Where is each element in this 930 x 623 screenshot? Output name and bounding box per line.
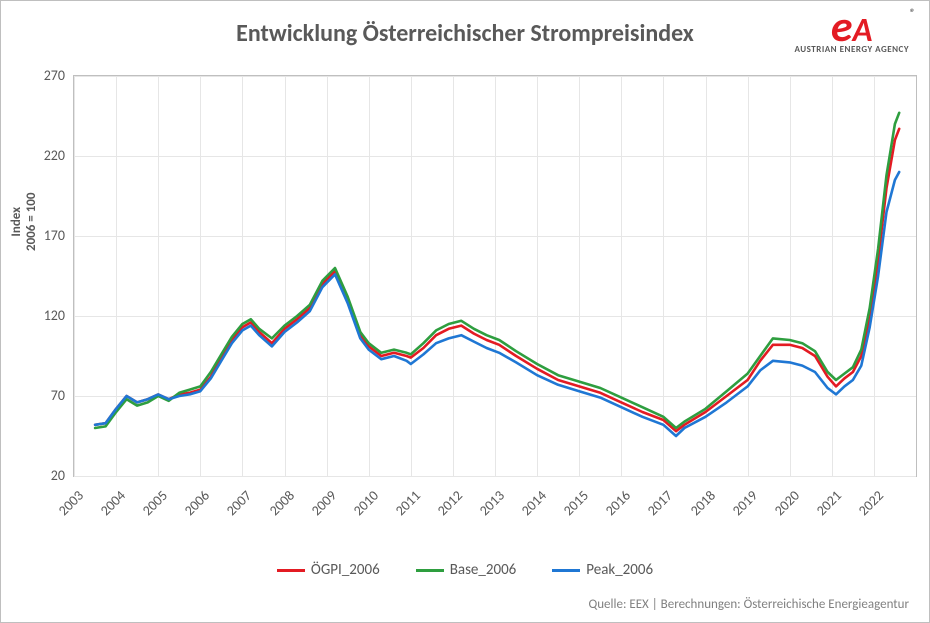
ytick-label: 70 — [25, 387, 65, 404]
plot-area — [73, 75, 917, 477]
xtick-label: 2005 — [131, 487, 171, 527]
series-line — [95, 129, 899, 431]
xtick-label: 2013 — [468, 487, 508, 527]
legend-item: Base_2006 — [416, 561, 517, 579]
ytick-label: 120 — [25, 307, 65, 324]
legend-label: Peak_2006 — [586, 561, 653, 579]
xtick-label: 2017 — [636, 487, 676, 527]
series-line — [95, 113, 899, 428]
chart-title: Entwicklung Österreichischer Strompreisi… — [1, 19, 929, 48]
xtick-label: 2012 — [426, 487, 466, 527]
logo-icon: eA® — [794, 11, 909, 42]
series-svg — [74, 76, 916, 476]
legend-label: ÖGPI_2006 — [311, 561, 380, 579]
legend-item: ÖGPI_2006 — [277, 561, 380, 579]
xtick-label: 2022 — [847, 487, 887, 527]
xtick-label: 2009 — [299, 487, 339, 527]
ytick-label: 270 — [25, 67, 65, 84]
legend-item: Peak_2006 — [552, 561, 653, 579]
ylabel-line1: Index — [9, 207, 24, 237]
ytick-label: 20 — [25, 467, 65, 484]
xtick-label: 2008 — [257, 487, 297, 527]
xtick-label: 2015 — [552, 487, 592, 527]
legend-label: Base_2006 — [450, 561, 517, 579]
legend-swatch — [416, 569, 444, 572]
xtick-label: 2006 — [173, 487, 213, 527]
series-line — [95, 172, 899, 436]
xtick-label: 2010 — [341, 487, 381, 527]
xtick-label: 2019 — [720, 487, 760, 527]
xtick-label: 2007 — [215, 487, 255, 527]
ytick-label: 170 — [25, 227, 65, 244]
xtick-label: 2003 — [47, 487, 87, 527]
chart-container: Entwicklung Österreichischer Strompreisi… — [0, 0, 930, 623]
legend-swatch — [552, 569, 580, 572]
xtick-label: 2016 — [594, 487, 634, 527]
xtick-label: 2014 — [510, 487, 550, 527]
xtick-label: 2004 — [89, 487, 129, 527]
logo: eA® AUSTRIAN ENERGY AGENCY — [794, 11, 909, 55]
xtick-label: 2011 — [384, 487, 424, 527]
legend-swatch — [277, 569, 305, 572]
xtick-label: 2018 — [678, 487, 718, 527]
xtick-label: 2020 — [762, 487, 802, 527]
legend: ÖGPI_2006 Base_2006 Peak_2006 — [1, 561, 929, 579]
ytick-label: 220 — [25, 147, 65, 164]
source-text: Quelle: EEX | Berechnungen: Österreichis… — [588, 597, 909, 612]
xtick-label: 2021 — [805, 487, 845, 527]
